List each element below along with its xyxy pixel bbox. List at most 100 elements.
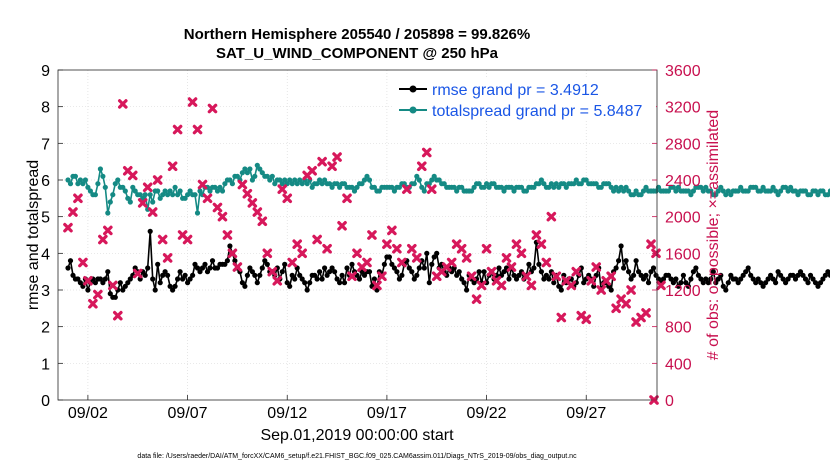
series-point-spread [75, 181, 81, 187]
series-point-spread [112, 181, 118, 187]
series-point-spread [222, 181, 228, 187]
series-point-spread [359, 181, 365, 187]
series-point-rmse [506, 276, 512, 282]
x-tick-label: 09/27 [566, 405, 606, 422]
series-point-rmse [623, 258, 629, 264]
obs-marker [287, 257, 298, 268]
obs-marker [257, 216, 268, 227]
obs-marker [541, 257, 552, 268]
series-point-rmse [743, 269, 749, 275]
series-point-rmse [85, 287, 91, 293]
series-point-spread [105, 210, 111, 216]
series-point-rmse [464, 287, 470, 293]
series-point-rmse [182, 272, 188, 278]
series-point-rmse [735, 280, 741, 286]
series-point-rmse [75, 276, 81, 282]
obs-marker [202, 193, 213, 204]
series-point-spread [688, 192, 694, 198]
series-point-spread [451, 184, 457, 190]
obs-marker [157, 234, 168, 245]
series-point-spread [317, 177, 323, 183]
obs-marker [222, 230, 233, 240]
series-point-spread [272, 181, 278, 187]
series-point-spread [289, 181, 295, 187]
obs-marker [461, 253, 472, 263]
obs-marker [387, 225, 397, 236]
series-point-rmse [688, 276, 694, 282]
series-point-rmse [67, 258, 74, 264]
obs-marker [332, 152, 342, 162]
series-point-rmse [713, 280, 719, 286]
series-point-spread [279, 181, 285, 187]
obs-marker [526, 280, 537, 291]
series-point-rmse [733, 276, 739, 282]
x-tick-label: 09/17 [367, 405, 407, 422]
obs-marker [571, 266, 582, 277]
series-point-spread [217, 184, 223, 190]
series-point-rmse [501, 269, 507, 275]
y-axis-label-right: # of obs: o=possible; ×=assimilated [705, 110, 722, 360]
series-point-rmse [227, 243, 233, 249]
series-point-rmse [626, 269, 632, 275]
obs-marker [591, 262, 602, 272]
obs-marker [103, 225, 113, 236]
series-point-spread [80, 181, 86, 187]
obs-marker [182, 234, 193, 245]
series-point-rmse [650, 265, 657, 271]
series-point-spread [670, 184, 677, 190]
series-point-rmse [558, 287, 564, 293]
obs-marker [352, 248, 362, 259]
series-point-rmse [344, 265, 350, 271]
series-point-rmse [680, 272, 687, 278]
series-point-spread [728, 192, 734, 198]
series-point-rmse [145, 265, 151, 271]
series-point-rmse [247, 265, 253, 271]
series-point-rmse [763, 280, 769, 286]
series-point-rmse [693, 265, 699, 271]
series-point-spread [92, 192, 98, 198]
obs-marker [113, 310, 123, 321]
series-point-spread [389, 184, 395, 190]
obs-marker [606, 271, 616, 282]
series-point-spread [783, 184, 789, 190]
obs-marker [152, 175, 163, 185]
series-point-rmse [695, 272, 702, 278]
series-point-spread [775, 192, 781, 198]
series-point-spread [65, 177, 71, 183]
obs-marker [402, 184, 412, 194]
series-point-spread [319, 181, 325, 187]
series-point-rmse [648, 269, 654, 275]
series-point-spread [785, 188, 791, 194]
obs-marker [212, 202, 223, 213]
series-point-rmse [825, 269, 830, 275]
series-point-rmse [175, 276, 181, 282]
legend-spread-label: totalspread grand pr = 5.8487 [432, 103, 642, 120]
series-point-spread [147, 192, 153, 198]
series-point-rmse [152, 287, 158, 293]
series-point-rmse [254, 280, 260, 286]
series-point-rmse [334, 276, 340, 282]
series-point-spread [234, 173, 240, 179]
y-tick-label-right: 2400 [665, 173, 701, 190]
series-point-spread [160, 192, 166, 198]
series-point-spread [416, 177, 422, 183]
plot-area [58, 70, 657, 400]
y-tick-label-left: 7 [41, 136, 50, 153]
series-point-rmse [633, 258, 639, 264]
series-point-spread [351, 188, 358, 194]
legend-rmse-label: rmse grand pr = 3.4912 [432, 82, 599, 99]
series-point-rmse [531, 265, 537, 271]
series-point-spread [703, 184, 709, 190]
y-tick-label-right: 2800 [665, 136, 701, 153]
series-point-spread [249, 177, 255, 183]
y-tick-label-left: 1 [41, 356, 50, 373]
series-point-spread [815, 192, 821, 198]
series-point-rmse [805, 280, 811, 286]
y-tick-label-right: 0 [665, 393, 674, 410]
obs-marker [641, 308, 651, 318]
y-tick-label-right: 800 [665, 320, 692, 337]
footnote: data file: /Users/raeder/DAI/ATM_forcXX/… [137, 453, 577, 460]
obs-marker [172, 124, 183, 135]
series-point-rmse [543, 272, 550, 278]
